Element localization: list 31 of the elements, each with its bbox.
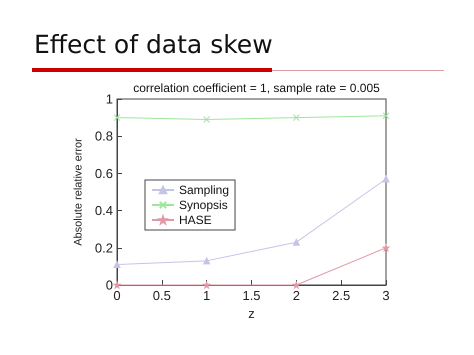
y-tick-label: 0.2 xyxy=(94,240,113,256)
point xyxy=(203,257,210,264)
x-axis-title: z xyxy=(248,306,255,321)
y-tick-label: 1 xyxy=(106,92,113,106)
y-tick-label: 0.8 xyxy=(94,128,113,144)
point xyxy=(292,114,300,122)
legend-label: Synopsis xyxy=(179,198,228,212)
y-tick-label: 0.4 xyxy=(94,203,113,218)
y-tick-label: 0 xyxy=(106,278,113,292)
x-tick-label: 0.5 xyxy=(152,288,171,303)
legend-label: HASE xyxy=(179,213,212,227)
point xyxy=(203,282,210,288)
x-tick-label: 3 xyxy=(382,288,390,303)
chart-title: Effect of data skew xyxy=(34,30,273,59)
x-tick-label: 2 xyxy=(292,288,300,303)
y-tick-label: 0.6 xyxy=(94,166,113,181)
point xyxy=(382,175,390,182)
x-tick-label: 1.5 xyxy=(242,288,261,303)
point xyxy=(114,261,120,268)
point xyxy=(382,244,390,252)
point xyxy=(114,282,120,288)
y-axis-title: Absolute relative error xyxy=(72,138,85,246)
point xyxy=(382,112,390,120)
point xyxy=(292,238,300,246)
x-tick-label: 2.5 xyxy=(332,288,350,303)
point xyxy=(292,282,300,288)
x-tick-label: 1 xyxy=(203,288,210,303)
chart-subtitle: correlation coefficient = 1, sample rate = 0.005 xyxy=(133,81,380,95)
point xyxy=(203,116,210,123)
point xyxy=(114,114,120,122)
legend-label: Sampling xyxy=(179,183,230,197)
